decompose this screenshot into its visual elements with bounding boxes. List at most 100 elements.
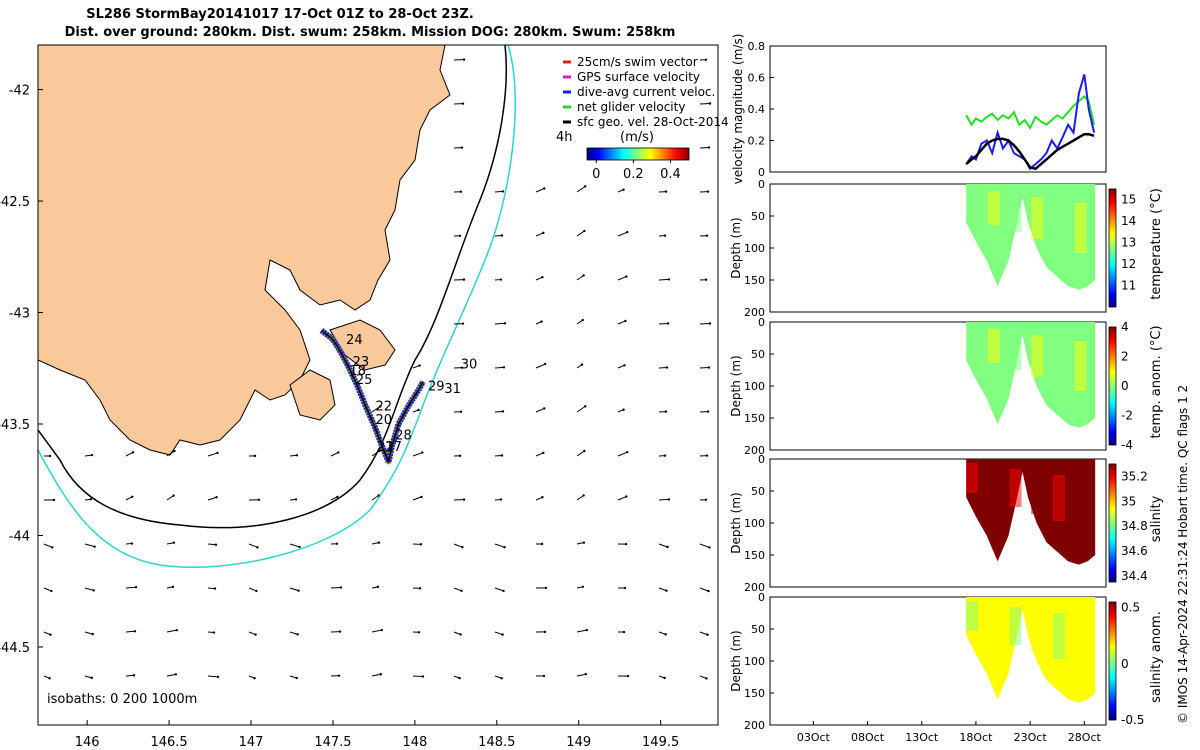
vector-arrow-head: [253, 454, 257, 458]
vector-arrow-head: [90, 676, 93, 680]
temp-anomaly-colorbar-tick: 4: [1121, 320, 1129, 334]
surface-geo-track: [321, 329, 424, 463]
vector-arrow-head: [458, 676, 461, 680]
velocity-ylabel: velocity magnitude (m/s): [731, 34, 745, 185]
vector-arrow-head: [580, 363, 584, 366]
map-x-tick-label: 147: [239, 735, 264, 750]
vector-arrow-head: [171, 585, 175, 589]
vector-arrow-head: [459, 633, 462, 636]
vector-arrow-head: [663, 454, 667, 457]
vector-arrow: [125, 586, 137, 589]
isobath-label: isobaths: 0 200 1000m: [47, 692, 197, 707]
vector-arrow-head: [501, 633, 504, 636]
vector-arrow: [576, 275, 584, 281]
vector-arrow-head: [461, 102, 465, 105]
vector-arrow: [207, 452, 218, 457]
map-x-tick-label: 146: [75, 735, 100, 750]
vector-arrow-head: [335, 542, 339, 545]
map-y-tick-label: -42.5: [0, 195, 30, 210]
temperature-y-tick-label: 200: [744, 306, 765, 319]
vector-arrow-head: [460, 146, 464, 149]
vector-arrow-head: [502, 589, 505, 593]
vector-arrow-head: [256, 546, 259, 549]
vector-arrow-head: [582, 274, 585, 277]
vector-arrow: [371, 673, 381, 677]
vector-arrow-head: [585, 628, 589, 632]
vector-arrow: [617, 451, 628, 457]
vector-arrow-head: [543, 362, 547, 366]
salinity-colorbar-tick: 34.6: [1121, 544, 1148, 558]
vector-arrow: [371, 405, 381, 413]
colorbar-marker: 4h: [556, 130, 573, 145]
day-label: 20: [376, 413, 393, 428]
vector-arrow: [617, 276, 627, 281]
vector-arrow-head: [581, 318, 584, 322]
salinity-anomaly-section-texture: [1031, 610, 1044, 652]
temperature-y-tick-label: 100: [744, 242, 765, 255]
credit-text: © IMOS 14-Apr-2024 22:31:24 Hobart time.…: [1176, 384, 1190, 724]
vector-arrow-head: [379, 405, 382, 408]
vector-arrow: [84, 631, 93, 635]
vector-arrow: [494, 543, 505, 548]
salinity-anomaly-colorbar-tick: 0.5: [1121, 601, 1140, 615]
vector-arrow: [166, 629, 177, 633]
vector-arrow: [494, 366, 505, 369]
vector-arrow-head: [626, 230, 629, 234]
vector-arrow-head: [666, 322, 670, 325]
map-y-tick-label: -44: [9, 529, 30, 544]
vector-arrow: [412, 496, 422, 501]
tasman-peninsula: [289, 369, 336, 421]
vector-arrow: [166, 450, 175, 457]
map-y-tick-label: -44.5: [0, 641, 30, 656]
salinity-anomaly-colorbar-tick: 0: [1121, 657, 1129, 671]
vector-arrow: [699, 631, 708, 636]
vector-arrow-head: [544, 586, 548, 590]
day-label: 29: [428, 380, 445, 395]
map-x-tick-label: 148.5: [478, 735, 515, 750]
vector-arrow: [125, 451, 134, 457]
salinity-section-texture: [1031, 472, 1044, 514]
temperature-ylabel: Depth (m): [729, 217, 743, 278]
temp-anomaly-colorbar-tick: 2: [1121, 350, 1129, 364]
vector-arrow: [576, 185, 586, 193]
vector-arrow: [43, 543, 53, 548]
velocity-y-tick-label: 0.8: [748, 40, 766, 53]
vector-arrow-head: [52, 498, 56, 502]
vector-arrow: [84, 587, 94, 591]
vector-arrow-head: [623, 586, 627, 590]
vector-arrow-head: [499, 498, 503, 501]
isobath-200: [38, 45, 508, 529]
temp-anomaly-colorbar-tick: 0: [1121, 379, 1129, 393]
vector-arrow-head: [417, 631, 421, 634]
vector-arrow-head: [705, 677, 708, 680]
vector-arrow-head: [500, 454, 504, 457]
vector-arrow-head: [705, 234, 709, 237]
vector-arrow: [658, 543, 668, 548]
temp-anomaly-y-tick-label: 0: [758, 316, 765, 329]
vector-arrow-head: [339, 586, 343, 589]
vector-arrow-head: [664, 410, 668, 413]
geostrophic-vector-field: [43, 58, 712, 680]
day-label: 30: [461, 357, 478, 372]
vector-arrow-head: [379, 673, 383, 676]
vector-arrow-head: [501, 410, 505, 413]
day-label: 27: [385, 440, 402, 455]
vector-arrow-head: [377, 494, 380, 497]
vector-arrow-head: [295, 454, 299, 457]
map-x-tick-label: 148: [402, 735, 427, 750]
map-y-tick-label: -43.5: [0, 418, 30, 433]
vector-arrow: [43, 587, 52, 592]
velocity-y-tick-label: 0.4: [748, 103, 766, 116]
vector-arrow-head: [459, 190, 463, 193]
salinity-ylabel: Depth (m): [729, 492, 743, 553]
vector-arrow: [207, 543, 217, 546]
vector-arrow: [453, 543, 463, 548]
vector-arrow-head: [707, 146, 711, 149]
vector-arrow-head: [51, 546, 54, 549]
vector-arrow: [330, 452, 339, 457]
vector-arrow-head: [337, 674, 341, 677]
vector-arrow: [658, 498, 670, 501]
vector-arrow-head: [418, 587, 422, 590]
temp-anomaly-section-texture: [1074, 341, 1087, 391]
